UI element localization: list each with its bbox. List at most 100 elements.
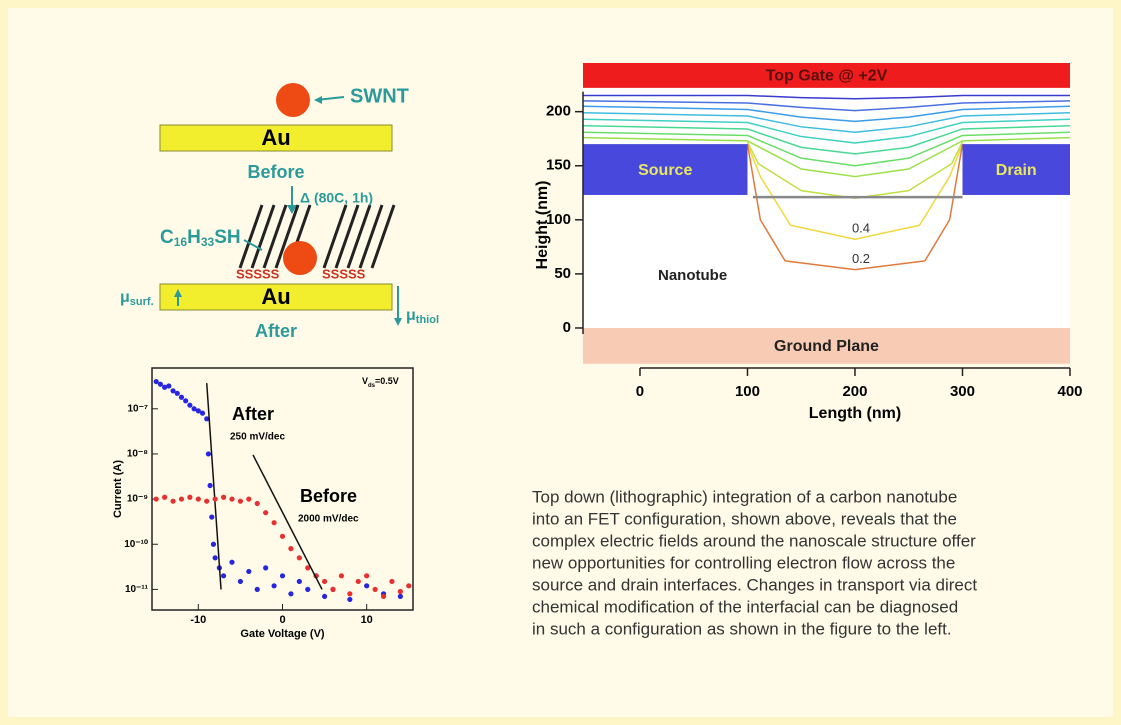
label: SH [214, 227, 240, 248]
caption-line: chemical modification of the interfacial… [532, 597, 958, 616]
data-point [170, 498, 176, 504]
label: 33 [201, 235, 215, 249]
arrowhead [287, 205, 297, 214]
data-point [204, 416, 210, 422]
data-point [187, 402, 193, 408]
contour-line [746, 143, 964, 241]
data-point [183, 398, 189, 404]
data-point [237, 578, 244, 585]
annotation: V [362, 376, 368, 386]
label: thiol [416, 314, 439, 326]
contour-line [746, 143, 964, 271]
data-point [153, 378, 159, 385]
series-label: After [232, 404, 274, 424]
data-point [178, 394, 185, 400]
swnt-before [276, 83, 310, 117]
x-tick-label: 0 [279, 614, 285, 626]
data-point [229, 559, 235, 565]
data-point [347, 596, 353, 603]
contour-line [582, 131, 1071, 167]
x-axis-label: Gate Voltage (V) [240, 628, 324, 640]
y-axis-label: Current (A) [112, 460, 124, 518]
arrowhead [394, 318, 402, 326]
region [583, 63, 1070, 88]
data-point [288, 591, 294, 597]
label: After [255, 321, 297, 341]
label: Before [247, 162, 304, 182]
y-tick-label: 100 [546, 211, 571, 228]
label: 16 [174, 235, 188, 249]
x-tick-label: 0 [636, 383, 644, 400]
label: C [160, 227, 174, 248]
data-point [178, 496, 185, 502]
caption-line: in such a configuration as shown in the … [532, 619, 952, 638]
y-tick-label: 50 [554, 265, 571, 282]
data-point [389, 578, 395, 585]
data-point [296, 578, 302, 585]
label: μ [406, 307, 416, 324]
data-point [406, 583, 412, 589]
data-point [229, 496, 235, 502]
data-point [305, 565, 311, 571]
data-point [364, 583, 370, 589]
data-point [212, 496, 218, 502]
data-point [279, 533, 286, 539]
x-tick-label: 200 [842, 383, 867, 400]
slope-label: 2000 mV/dec [298, 514, 359, 525]
caption-line: Top down (lithographic) integration of a… [532, 487, 957, 506]
x-tick-label: 10 [361, 614, 373, 626]
au-bar [159, 124, 393, 152]
caption-line: complex electric fields around the nanos… [532, 531, 976, 550]
arrow [243, 239, 263, 251]
data-point [330, 586, 336, 593]
data-point [187, 494, 193, 500]
contour-line [582, 112, 1071, 133]
region-label: Drain [996, 162, 1037, 179]
label: SSSSS [236, 266, 280, 281]
annotation: ds [368, 383, 376, 389]
data-point [207, 482, 213, 489]
data-point [246, 496, 252, 502]
data-point [321, 578, 328, 585]
data-point [355, 578, 361, 585]
data-point [271, 583, 277, 589]
data-point [204, 498, 210, 504]
data-point [347, 591, 353, 597]
label: surf. [130, 296, 154, 308]
arrowhead [314, 96, 322, 104]
data-point [397, 593, 403, 600]
label: H [187, 227, 201, 248]
y-tick-label: 10⁻⁹ [127, 494, 148, 505]
data-point [205, 451, 212, 457]
data-point [305, 586, 311, 593]
contour-line [582, 100, 1071, 112]
annotation: Vds=0.5V [362, 376, 399, 388]
data-point [157, 381, 164, 387]
data-point [279, 573, 286, 579]
data-point [288, 546, 294, 552]
data-point [220, 494, 227, 500]
label: SSSSS [322, 266, 366, 281]
x-tick-label: -10 [190, 614, 206, 626]
region [583, 144, 748, 195]
data-point [397, 588, 403, 595]
fit-line [205, 383, 222, 590]
contour-line [582, 136, 1071, 178]
y-tick-label: 0 [563, 319, 571, 336]
data-point [195, 408, 201, 414]
contour-line [583, 94, 1070, 100]
data-point [212, 555, 218, 561]
x-tick-label: 100 [735, 383, 760, 400]
data-point [372, 586, 378, 593]
label: Au [261, 125, 290, 150]
data-point [166, 383, 172, 389]
contour-line [582, 124, 1071, 155]
label: Au [261, 284, 290, 309]
data-point [254, 500, 260, 507]
x-axis-label: Length (nm) [809, 405, 901, 422]
slope-label: 250 mV/dec [230, 432, 285, 443]
data-point [162, 494, 168, 500]
data-point [210, 541, 217, 547]
